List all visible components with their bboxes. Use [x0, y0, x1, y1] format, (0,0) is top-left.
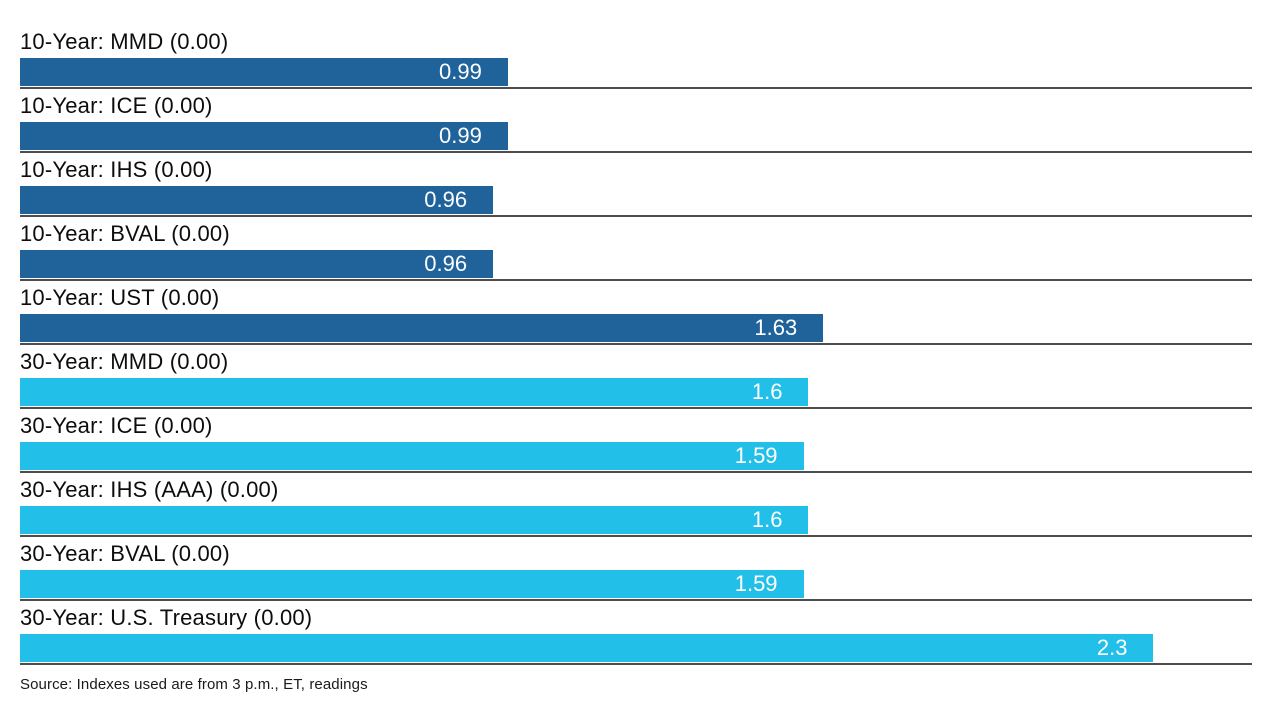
bar-value-label: 2.3: [1096, 635, 1128, 660]
row-separator-line: [20, 599, 1252, 601]
bar-value-label: 1.59: [734, 443, 778, 468]
row-separator-line: [20, 471, 1252, 473]
bar-value-label: 0.96: [424, 187, 468, 212]
bar-track: 1.59: [20, 570, 1252, 598]
bar: 1.59: [20, 570, 804, 598]
chart-row: 30-Year: ICE (0.00) 1.59: [20, 412, 1252, 473]
bar: 1.6: [20, 506, 809, 534]
category-label: 30-Year: MMD (0.00): [20, 349, 229, 374]
bar-track: 1.6: [20, 378, 1252, 406]
bar: 1.59: [20, 442, 804, 470]
bar-track: 2.3: [20, 634, 1252, 662]
bar: 1.6: [20, 378, 809, 406]
bar-track: 1.63: [20, 314, 1252, 342]
bar-track: 0.96: [20, 186, 1252, 214]
chart-row: 10-Year: IHS (0.00) 0.96: [20, 156, 1252, 217]
bar-value-label: 1.6: [751, 379, 783, 404]
chart-row: 10-Year: UST (0.00) 1.63: [20, 284, 1252, 345]
bar-value-label: 0.99: [439, 123, 482, 148]
category-label: 10-Year: ICE (0.00): [20, 93, 213, 118]
category-label: 30-Year: ICE (0.00): [20, 413, 213, 438]
chart-rows: 10-Year: MMD (0.00) 0.99 10-Year: ICE (0…: [20, 28, 1252, 665]
category-label: 10-Year: UST (0.00): [20, 285, 220, 310]
source-note: Source: Indexes used are from 3 p.m., ET…: [20, 676, 368, 693]
bar-track: 0.96: [20, 250, 1252, 278]
bar: 0.99: [20, 58, 508, 86]
bar: 0.96: [20, 186, 494, 214]
row-separator-line: [20, 87, 1252, 89]
bar: 0.99: [20, 122, 508, 150]
bar: 1.63: [20, 314, 824, 342]
bar-track: 1.6: [20, 506, 1252, 534]
bar-track: 0.99: [20, 122, 1252, 150]
chart-row: 10-Year: BVAL (0.00) 0.96: [20, 220, 1252, 281]
chart-row: 30-Year: IHS (AAA) (0.00) 1.6: [20, 476, 1252, 537]
category-label: 30-Year: U.S. Treasury (0.00): [20, 605, 313, 630]
category-label: 10-Year: MMD (0.00): [20, 29, 229, 54]
chart-row: 30-Year: BVAL (0.00) 1.59: [20, 540, 1252, 601]
row-separator-line: [20, 215, 1252, 217]
bar-value-label: 1.63: [754, 315, 798, 340]
chart-row: 10-Year: ICE (0.00) 0.99: [20, 92, 1252, 153]
row-separator-line: [20, 279, 1252, 281]
row-separator-line: [20, 151, 1252, 153]
bar-value-label: 0.99: [439, 59, 482, 84]
bar: 2.3: [20, 634, 1154, 662]
row-separator-line: [20, 407, 1252, 409]
row-separator-line: [20, 343, 1252, 345]
bar-value-label: 0.96: [424, 251, 468, 276]
category-label: 30-Year: IHS (AAA) (0.00): [20, 477, 279, 502]
bar-value-label: 1.59: [734, 571, 778, 596]
category-label: 10-Year: IHS (0.00): [20, 157, 213, 182]
row-separator-line: [20, 535, 1252, 537]
bar-track: 1.59: [20, 442, 1252, 470]
bar: 0.96: [20, 250, 494, 278]
chart-row: 30-Year: U.S. Treasury (0.00) 2.3: [20, 604, 1252, 665]
row-separator-line: [20, 663, 1252, 665]
bar-value-label: 1.6: [751, 507, 783, 532]
chart-row: 10-Year: MMD (0.00) 0.99: [20, 28, 1252, 89]
chart-row: 30-Year: MMD (0.00) 1.6: [20, 348, 1252, 409]
bar-chart: 10-Year: MMD (0.00) 0.99 10-Year: ICE (0…: [20, 28, 1252, 693]
bar-track: 0.99: [20, 58, 1252, 86]
category-label: 10-Year: BVAL (0.00): [20, 221, 230, 246]
category-label: 30-Year: BVAL (0.00): [20, 541, 230, 566]
